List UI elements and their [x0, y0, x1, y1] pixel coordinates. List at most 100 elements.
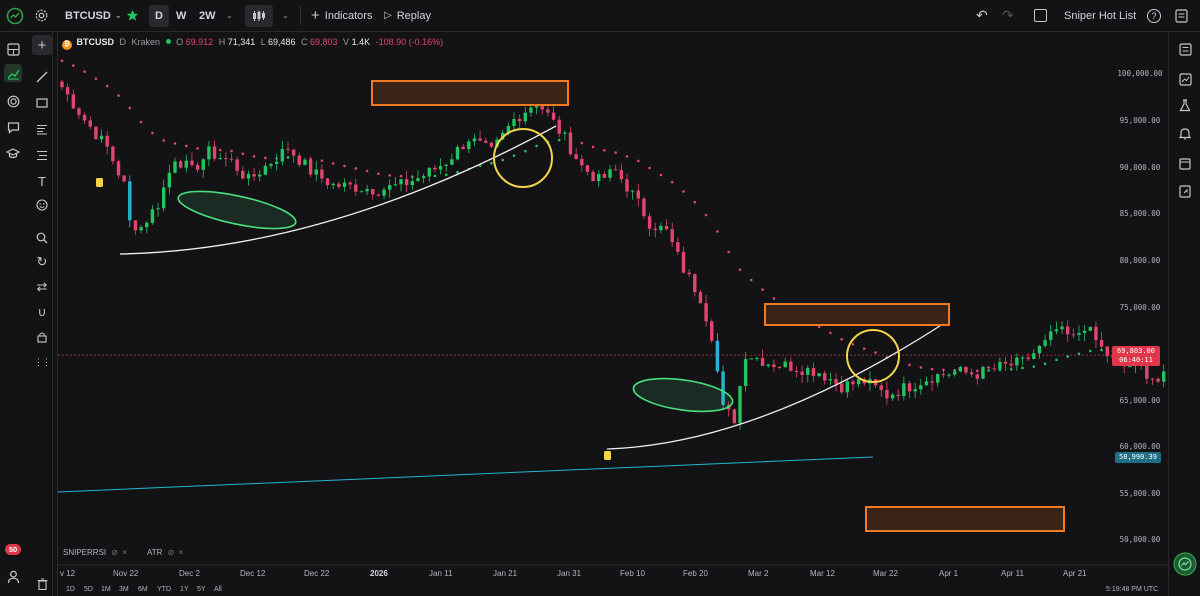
ema-dot	[365, 169, 369, 173]
candle-body	[133, 220, 138, 231]
ema-dot	[682, 190, 685, 193]
zoom-in-icon[interactable]	[32, 228, 52, 248]
timeframe-button[interactable]: 5Y	[197, 586, 206, 593]
chart-line-icon[interactable]	[4, 64, 22, 82]
rectangle-icon[interactable]	[32, 93, 52, 113]
eye-off-icon[interactable]: ⊘	[167, 548, 175, 557]
candle-body	[263, 165, 268, 175]
candle-body	[1009, 363, 1013, 366]
candle-body	[224, 158, 228, 160]
emoji-icon[interactable]	[32, 195, 52, 215]
logo-icon[interactable]	[6, 0, 24, 31]
candle-body	[721, 371, 725, 405]
candle-body	[732, 409, 737, 424]
graduation-cap-icon[interactable]	[4, 144, 22, 162]
timeframe-button[interactable]: 1D	[66, 586, 75, 593]
candle-body	[659, 225, 663, 231]
replay-button[interactable]: ▷ Replay	[384, 0, 431, 31]
candle-body	[1156, 378, 1160, 382]
chat-icon[interactable]	[4, 118, 22, 136]
close-icon[interactable]: ×	[122, 548, 127, 557]
more-tools-icon[interactable]: ⋮⋮	[34, 356, 51, 367]
interval-2w[interactable]: 2W	[199, 9, 216, 22]
candle-body	[1105, 346, 1109, 357]
undo-icon[interactable]: ↶	[976, 7, 988, 23]
watchlist-selector[interactable]: Sniper Hot List	[1064, 0, 1136, 31]
sync-icon[interactable]: ⇄	[36, 279, 48, 294]
layout-checkbox-icon[interactable]	[1034, 0, 1047, 31]
indicator-atr[interactable]: ATR ⊘ ×	[147, 548, 183, 557]
flask-icon[interactable]	[1176, 96, 1194, 114]
target-icon[interactable]	[4, 92, 22, 110]
timeframe-button[interactable]: 1M	[101, 586, 111, 593]
notes-icon[interactable]	[1175, 0, 1188, 31]
current-price-value: 69,803.00	[1117, 347, 1155, 355]
symbol-selector[interactable]: BTCUSD ⌄	[65, 0, 122, 31]
fib-retracement-icon[interactable]	[32, 119, 52, 139]
redo-icon[interactable]: ↷	[1002, 7, 1014, 23]
timeframe-button[interactable]: YTD	[157, 586, 171, 593]
candle-body	[647, 216, 652, 229]
candle-body	[969, 372, 974, 375]
candle-body	[902, 383, 906, 397]
candle-body	[681, 251, 686, 273]
help-icon[interactable]: ?	[1147, 0, 1161, 31]
candle-body	[229, 158, 234, 160]
timeframe-button[interactable]: 6M	[138, 586, 148, 593]
candle-body	[840, 383, 844, 393]
timeframe-button[interactable]: 5D	[84, 586, 93, 593]
candle-body	[252, 174, 256, 177]
lock-icon[interactable]	[32, 327, 52, 347]
trash-icon[interactable]	[32, 574, 52, 594]
price-chart[interactable]	[58, 32, 1168, 566]
settings-icon[interactable]	[34, 0, 49, 31]
timeframe-button[interactable]: All	[214, 586, 222, 593]
candle-body	[105, 135, 109, 147]
bell-icon[interactable]	[1176, 124, 1194, 142]
chart-type-chevron-icon[interactable]: ⌄	[282, 11, 289, 20]
reset-icon[interactable]: ↻	[36, 254, 48, 269]
candle-body	[563, 132, 567, 134]
export-icon[interactable]	[1176, 182, 1194, 200]
candle-body	[619, 169, 624, 180]
eye-off-icon[interactable]: ⊘	[111, 548, 119, 557]
candle-body	[975, 374, 979, 379]
text-tool-icon[interactable]: T	[38, 173, 46, 189]
market-data-icon[interactable]	[1176, 70, 1194, 88]
trend-line-icon[interactable]	[32, 67, 52, 87]
candle-body	[331, 183, 335, 186]
interval-w[interactable]: W	[176, 9, 187, 22]
candle-body	[416, 178, 420, 182]
indicators-button[interactable]: + Indicators	[311, 0, 372, 31]
signal-marker	[96, 178, 103, 187]
ema-dot	[230, 149, 233, 153]
timeframe-button[interactable]: 1Y	[180, 586, 189, 593]
candles-chart-type-icon[interactable]	[245, 4, 273, 27]
ema-dot	[738, 268, 742, 271]
layout-grid-icon[interactable]	[4, 40, 22, 58]
candle-body	[280, 148, 285, 162]
calendar-icon[interactable]	[1176, 154, 1194, 172]
interval-d[interactable]: D	[149, 4, 169, 27]
crosshair-icon[interactable]: +	[32, 35, 52, 55]
ema-dot	[286, 156, 290, 159]
ema-dot	[591, 145, 595, 149]
chevron-down-icon: ⌄	[114, 11, 122, 20]
ema-dot	[625, 155, 629, 158]
favorite-star-icon[interactable]	[126, 0, 139, 31]
ema-dot	[196, 147, 199, 150]
candle-body	[591, 171, 595, 182]
magnet-icon[interactable]: ∪	[37, 305, 47, 319]
assistant-button[interactable]	[1173, 552, 1197, 576]
close-icon[interactable]: ×	[178, 548, 184, 557]
candle-body	[1020, 357, 1025, 359]
intervals-chevron-icon[interactable]: ⌄	[226, 11, 233, 20]
watchlist-icon[interactable]	[1176, 40, 1194, 58]
current-price-tag: 69,803.00 06:40:11	[1112, 346, 1160, 366]
user-profile-icon[interactable]	[4, 568, 22, 586]
pitchfork-icon[interactable]	[32, 145, 52, 165]
candle-body	[1128, 366, 1132, 368]
notification-badge[interactable]: 50	[3, 540, 23, 558]
indicator-sniperrsi[interactable]: SNIPERRSI ⊘ ×	[63, 548, 127, 557]
timeframe-button[interactable]: 3M	[119, 586, 129, 593]
